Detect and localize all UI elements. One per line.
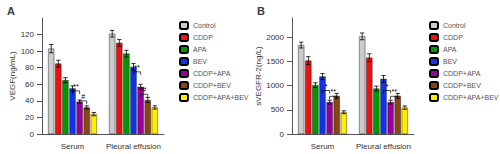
svg-text:500: 500	[271, 105, 285, 114]
svg-text:0: 0	[30, 130, 35, 139]
svg-text:0: 0	[280, 130, 285, 139]
svg-text:VEGF(ng/mL): VEGF(ng/mL)	[8, 51, 17, 101]
svg-text:BEV: BEV	[443, 58, 457, 65]
svg-text:CDDP+BEV: CDDP+BEV	[443, 82, 481, 89]
svg-text:CDDP: CDDP	[443, 34, 463, 41]
svg-text:2000: 2000	[266, 33, 284, 42]
svg-text:1000: 1000	[266, 81, 284, 90]
svg-text:Control: Control	[443, 22, 466, 29]
svg-text:#: #	[81, 93, 85, 100]
svg-text:A: A	[7, 5, 15, 17]
svg-text:120: 120	[21, 30, 35, 39]
svg-text:CDDP+APA+BEV: CDDP+APA+BEV	[193, 94, 249, 101]
svg-text:CDDP+APA+BEV: CDDP+APA+BEV	[443, 94, 499, 101]
svg-text:60: 60	[25, 80, 34, 89]
svg-text:CDDP: CDDP	[193, 34, 213, 41]
svg-text:*: *	[386, 83, 389, 90]
svg-text:Serum: Serum	[61, 142, 85, 151]
svg-text:CDDP+BEV: CDDP+BEV	[193, 82, 231, 89]
svg-text:**: **	[134, 64, 140, 71]
svg-text:#: #	[142, 86, 146, 93]
svg-text:**: **	[391, 88, 397, 95]
svg-text:sVEGFR-2(ng/L): sVEGFR-2(ng/L)	[254, 46, 263, 106]
svg-text:40: 40	[25, 96, 34, 105]
svg-text:Pleural effusion: Pleural effusion	[106, 142, 161, 151]
svg-text:100: 100	[21, 47, 35, 56]
svg-text:**: **	[330, 88, 336, 95]
svg-text:BEV: BEV	[193, 58, 207, 65]
svg-text:*: *	[325, 83, 328, 90]
svg-text:20: 20	[25, 113, 34, 122]
svg-text:1500: 1500	[266, 57, 284, 66]
svg-text:CDDP+APA: CDDP+APA	[193, 70, 231, 77]
svg-text:Pleural effusion: Pleural effusion	[356, 142, 411, 151]
svg-text:**: **	[73, 83, 79, 90]
svg-text:CDDP+APA: CDDP+APA	[443, 70, 481, 77]
svg-text:Serum: Serum	[311, 142, 335, 151]
svg-text:APA: APA	[193, 46, 207, 53]
svg-text:APA: APA	[443, 46, 457, 53]
svg-text:Control: Control	[193, 22, 216, 29]
svg-text:B: B	[257, 5, 265, 17]
svg-text:80: 80	[25, 63, 34, 72]
